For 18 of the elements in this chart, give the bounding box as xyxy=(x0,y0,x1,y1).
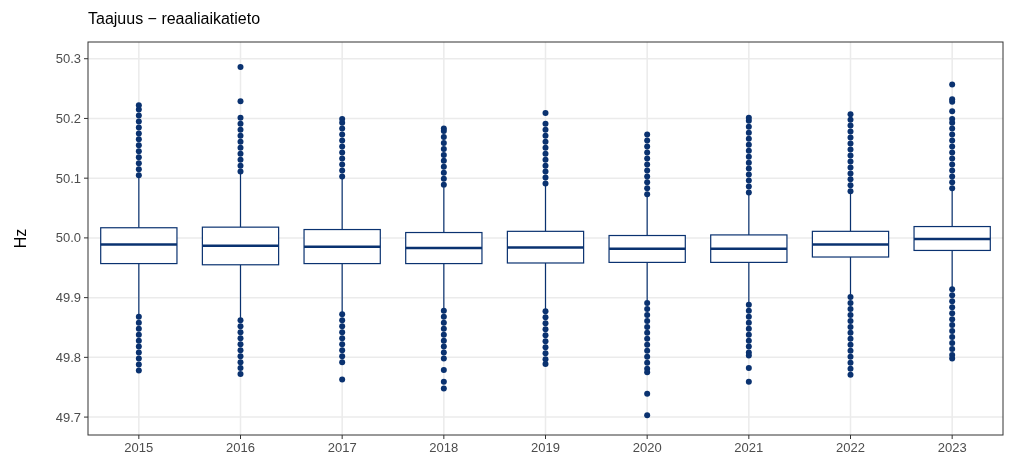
y-tick-label: 50.1 xyxy=(55,170,81,186)
x-tick-label: 2023 xyxy=(937,440,967,455)
y-tick-label: 49.9 xyxy=(55,290,81,306)
x-tick-label: 2015 xyxy=(124,440,154,455)
x-tick-label: 2016 xyxy=(226,440,255,455)
x-tick-label: 2017 xyxy=(327,440,357,455)
x-tick-label: 2019 xyxy=(531,440,560,455)
y-tick-label: 50.2 xyxy=(55,111,81,126)
x-tick-label: 2021 xyxy=(734,440,764,455)
y-tick-label: 50.3 xyxy=(55,51,81,67)
chart-title: Taajuus − reaaliaikatieto xyxy=(88,10,261,27)
x-tick-label: 2022 xyxy=(836,440,865,455)
y-tick-label: 49.7 xyxy=(55,409,81,425)
y-tick-label: 49.8 xyxy=(55,349,81,365)
x-tick-label: 2018 xyxy=(429,440,459,455)
x-tick-label: 2020 xyxy=(632,440,662,455)
y-tick-label: 50.0 xyxy=(55,230,81,246)
y-axis-title: Hz xyxy=(12,228,29,249)
